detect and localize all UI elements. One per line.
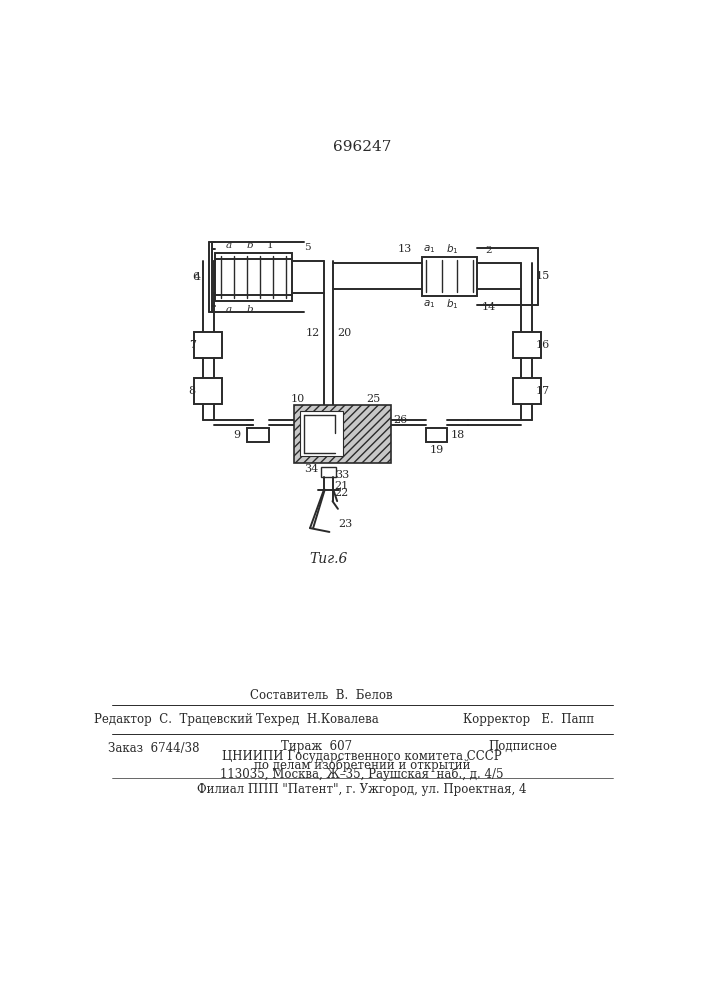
Text: Составитель  В.  Белов: Составитель В. Белов [250, 689, 392, 702]
Text: a: a [226, 241, 232, 250]
Text: 14: 14 [481, 302, 496, 312]
Text: Филиал ППП "Патент", г. Ужгород, ул. Проектная, 4: Филиал ППП "Патент", г. Ужгород, ул. Про… [197, 783, 527, 796]
Text: $b_1$: $b_1$ [446, 242, 459, 256]
Text: Подписное: Подписное [488, 740, 557, 753]
Text: 6: 6 [192, 272, 199, 282]
Bar [421, 257, 477, 296]
Text: $a_1$: $a_1$ [423, 298, 436, 310]
Bar [513, 332, 541, 358]
Text: 696247: 696247 [333, 140, 391, 154]
Text: 18: 18 [451, 430, 465, 440]
Text: 4: 4 [194, 272, 201, 282]
Text: Корректор   Е.  Папп: Корректор Е. Папп [463, 713, 594, 726]
Text: Τиг.6: Τиг.6 [310, 552, 348, 566]
Text: 17: 17 [535, 386, 549, 396]
Bar [247, 428, 269, 442]
Text: 15: 15 [535, 271, 549, 281]
Text: 26: 26 [393, 415, 407, 425]
Text: 34: 34 [305, 464, 319, 474]
Text: 2: 2 [486, 246, 492, 255]
Bar [513, 378, 541, 404]
Text: Техред  Н.Ковалева: Техред Н.Ковалева [256, 713, 378, 726]
Text: 33: 33 [335, 470, 350, 480]
Text: 10: 10 [291, 394, 305, 404]
Bar [300, 411, 343, 456]
Text: 5: 5 [305, 243, 311, 252]
Text: 7: 7 [189, 340, 196, 350]
Text: b: b [246, 305, 253, 314]
Text: 1: 1 [267, 241, 274, 250]
Text: b: b [246, 241, 253, 250]
Text: Тираж  607: Тираж 607 [281, 740, 353, 753]
Text: 12: 12 [306, 328, 320, 338]
Bar [426, 428, 448, 442]
Bar [194, 378, 222, 404]
Text: 19: 19 [429, 445, 443, 455]
Text: a: a [226, 305, 232, 314]
Bar [321, 466, 337, 477]
Bar [293, 405, 391, 463]
Text: по делам изобретений и открытий: по делам изобретений и открытий [254, 759, 470, 772]
Text: 9: 9 [233, 430, 240, 440]
Text: $b_1$: $b_1$ [446, 297, 459, 311]
Text: 16: 16 [535, 340, 549, 350]
Bar [215, 253, 292, 301]
Text: 21: 21 [334, 481, 348, 491]
Text: 22: 22 [334, 488, 348, 498]
Bar [194, 332, 222, 358]
Text: 13: 13 [397, 244, 411, 254]
Text: 25: 25 [366, 394, 380, 404]
Text: $a_1$: $a_1$ [423, 243, 436, 255]
Text: 23: 23 [339, 519, 353, 529]
Text: Заказ  6744/38: Заказ 6744/38 [108, 742, 200, 755]
Text: Редактор  С.  Трацевский: Редактор С. Трацевский [94, 713, 253, 726]
Text: 8: 8 [189, 386, 196, 396]
Text: ЦНИИПИ Государственного комитета СССР: ЦНИИПИ Государственного комитета СССР [222, 750, 502, 763]
Text: 20: 20 [337, 328, 351, 338]
Text: 113035, Москва, Ж–35, Раушская  наб., д. 4/5: 113035, Москва, Ж–35, Раушская наб., д. … [220, 768, 503, 781]
